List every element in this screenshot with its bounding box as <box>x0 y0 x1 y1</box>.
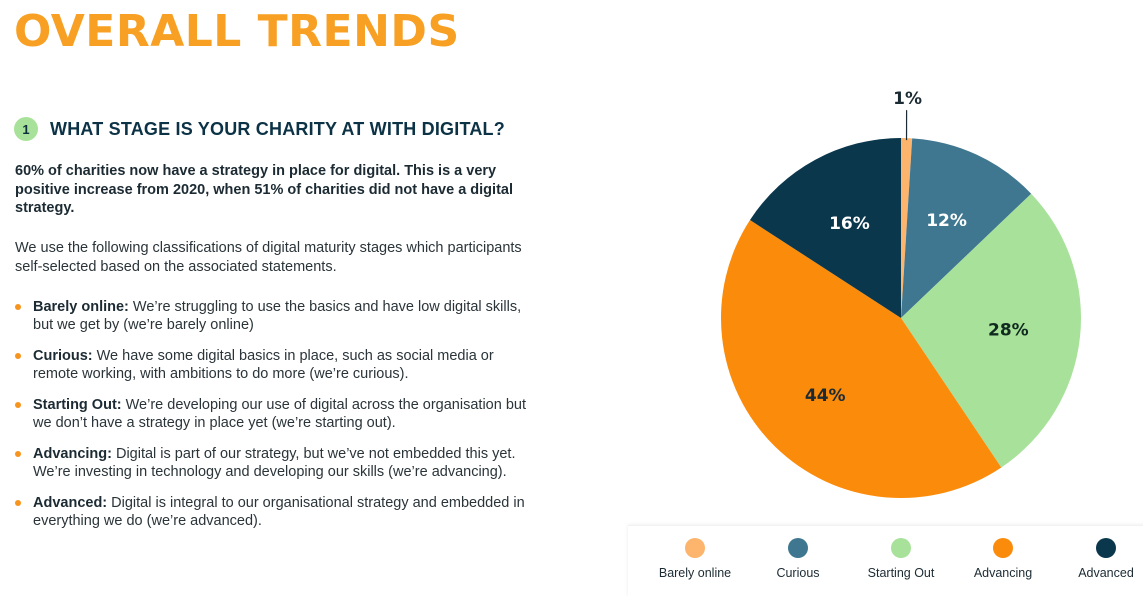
stage-item-curious: Curious: We have some digital basics in … <box>15 347 535 383</box>
legend-item-starting-out: Starting Out <box>846 538 956 582</box>
legend-swatch-icon <box>788 538 808 558</box>
stage-name: Starting Out: <box>33 396 122 413</box>
stage-item-starting-out: Starting Out: We’re developing our use o… <box>15 396 535 432</box>
page-title: OVERALL TRENDS <box>14 6 460 57</box>
data-label-advanced: 16% <box>829 214 870 234</box>
legend-swatch-icon <box>993 538 1013 558</box>
legend-label: Starting Out <box>867 566 935 580</box>
bullet-icon <box>15 304 21 310</box>
legend-label: Barely online <box>658 566 732 580</box>
stage-name: Curious: <box>33 347 93 364</box>
stage-item-advancing: Advancing: Digital is part of our strate… <box>15 445 535 481</box>
legend-item-advancing: Advancing <box>948 538 1058 582</box>
stage-text: Digital is integral to our organisationa… <box>33 494 525 529</box>
stage-item-barely-online: Barely online: We’re struggling to use t… <box>15 298 535 334</box>
stage-name: Advanced: <box>33 494 108 511</box>
legend-label: Curious <box>776 566 820 580</box>
data-label-advancing: 44% <box>805 386 846 406</box>
legend-label: Advancing <box>973 566 1033 580</box>
stage-name: Advancing: <box>33 445 112 462</box>
section-header: 1 WHAT STAGE IS YOUR CHARITY AT WITH DIG… <box>14 117 505 141</box>
legend-item-barely-online: Barely online <box>640 538 750 582</box>
stage-item-advanced: Advanced: Digital is integral to our org… <box>15 494 535 530</box>
pie-slice-advancing <box>721 220 1002 498</box>
section-number-badge: 1 <box>14 117 38 141</box>
legend-label: Advanced <box>1078 566 1134 580</box>
legend-swatch-icon <box>685 538 705 558</box>
bullet-icon <box>15 499 21 506</box>
pie-slice-barely-online <box>901 138 913 318</box>
stage-text: We’re developing our use of digital acro… <box>33 396 526 432</box>
data-label-curious: 12% <box>926 211 967 231</box>
data-label-barely-online: 1% <box>893 89 922 109</box>
section-title: WHAT STAGE IS YOUR CHARITY AT WITH DIGIT… <box>50 118 505 139</box>
bullet-icon <box>15 352 21 359</box>
stage-name: Barely online: <box>33 299 129 315</box>
stage-text: Digital is part of our strategy, but we’… <box>33 445 516 480</box>
pie-slice-curious <box>901 138 1032 318</box>
intro-paragraph: 60% of charities now have a strategy in … <box>15 163 513 216</box>
description-paragraph: We use the following classifications of … <box>15 240 522 275</box>
legend-swatch-icon <box>891 538 911 558</box>
data-label-starting-out: 28% <box>988 321 1029 341</box>
legend-swatch-icon <box>1096 538 1116 558</box>
pie-slice-starting-out <box>901 193 1081 468</box>
stage-text: We have some digital basics in place, su… <box>33 347 494 383</box>
legend-item-advanced: Advanced <box>1051 538 1143 582</box>
stage-text: We’re struggling to use the basics and h… <box>33 299 522 334</box>
bullet-icon <box>15 450 21 457</box>
legend-item-curious: Curious <box>743 538 853 582</box>
pie-slice-advanced <box>749 138 901 318</box>
pie-chart: 1% 12% 28% 44% 16% <box>721 89 1081 498</box>
bullet-icon <box>15 401 21 408</box>
stage-list: Barely online: We’re struggling to use t… <box>15 298 535 543</box>
chart-legend: Barely online Curious Starting Out Advancin… <box>628 525 1143 596</box>
